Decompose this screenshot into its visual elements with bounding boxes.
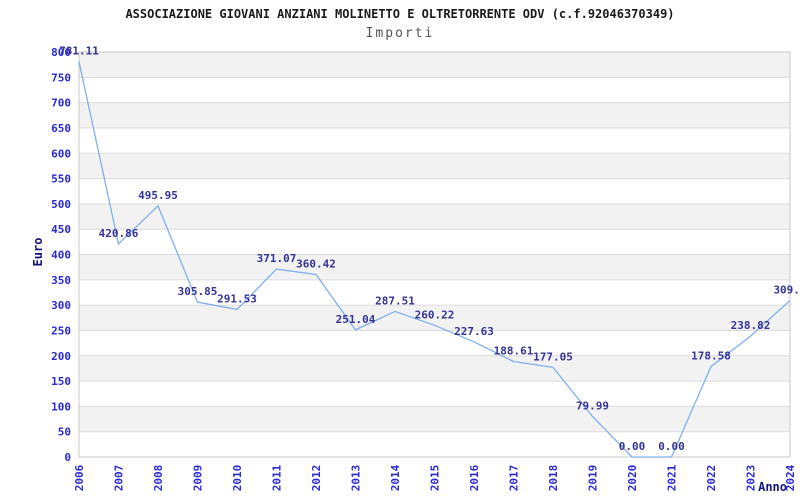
y-tick-label: 300	[51, 299, 71, 312]
band-row	[79, 355, 790, 382]
point-label: 0.00	[619, 440, 646, 453]
point-label: 227.63	[454, 325, 494, 338]
x-tick-label: 2015	[429, 465, 442, 492]
y-tick-label: 150	[51, 375, 71, 388]
y-tick-label: 350	[51, 274, 71, 287]
band-row	[79, 305, 790, 331]
y-tick-label: 450	[51, 223, 71, 236]
point-label: 79.99	[576, 400, 609, 413]
x-tick-label: 2010	[231, 465, 244, 492]
point-label: 0.00	[658, 440, 685, 453]
y-tick-label: 600	[51, 147, 71, 160]
band-row	[79, 52, 790, 78]
y-tick-label: 700	[51, 97, 71, 110]
point-label: 188.61	[494, 345, 534, 358]
y-tick-label: 0	[64, 451, 71, 464]
chart-title: ASSOCIAZIONE GIOVANI ANZIANI MOLINETTO E…	[125, 7, 674, 21]
plot-border	[78, 51, 791, 458]
y-tick-label: 550	[51, 173, 71, 186]
point-label: 309.1	[773, 284, 800, 297]
point-label: 781.11	[59, 45, 99, 58]
x-tick-label: 2020	[626, 465, 639, 492]
y-axis-title: Euro	[31, 238, 45, 267]
x-tick-label: 2018	[547, 465, 560, 492]
point-label: 371.07	[257, 252, 297, 265]
x-tick-label: 2009	[192, 465, 205, 492]
x-tick-label: 2011	[271, 464, 284, 491]
band-row	[79, 254, 790, 280]
point-label: 260.22	[415, 308, 455, 321]
x-tick-label: 2022	[705, 465, 718, 492]
point-label: 495.95	[138, 189, 178, 202]
point-label: 238.82	[731, 319, 771, 332]
point-label: 251.04	[336, 313, 376, 326]
y-tick-label: 250	[51, 324, 71, 337]
y-tick-label: 500	[51, 198, 71, 211]
y-tick-label: 750	[51, 71, 71, 84]
x-tick-label: 2016	[468, 464, 481, 491]
point-label: 178.58	[691, 350, 731, 363]
y-tick-label: 100	[51, 400, 71, 413]
y-tick-label: 50	[58, 426, 71, 439]
x-tick-label: 2019	[587, 465, 600, 492]
x-tick-label: 2014	[389, 464, 402, 491]
band-row	[79, 153, 790, 179]
x-tick-label: 2007	[113, 465, 126, 492]
band-row	[79, 406, 790, 432]
x-tick-label: 2017	[508, 465, 521, 492]
band-row	[79, 102, 790, 128]
y-tick-label: 650	[51, 122, 71, 135]
chart-subtitle: Importi	[366, 26, 435, 41]
point-label: 420.86	[99, 227, 139, 240]
point-label: 177.05	[533, 350, 573, 363]
x-tick-label: 2012	[310, 465, 323, 492]
x-axis-title: Anno	[758, 480, 787, 494]
x-tick-label: 2024	[784, 464, 797, 491]
data-line	[78, 61, 791, 458]
y-tick-label: 800	[51, 46, 71, 59]
band-row	[79, 203, 790, 230]
point-label: 305.85	[178, 285, 218, 298]
plot-area: 0 50 100 150 200 250 300 350 400 450 500 550 600 650 7…	[51, 45, 800, 492]
x-tick-label: 2013	[350, 465, 363, 492]
x-tick-label: 2023	[745, 465, 758, 492]
x-tick-label: 2008	[152, 465, 165, 492]
point-label: 287.51	[375, 294, 415, 307]
x-tick-label: 2021	[666, 464, 679, 491]
point-label: 360.42	[296, 258, 336, 271]
y-tick-label: 200	[51, 350, 71, 363]
x-tick-label: 2006	[73, 464, 86, 491]
y-tick-label: 400	[51, 249, 71, 262]
point-label: 291.53	[217, 292, 257, 305]
